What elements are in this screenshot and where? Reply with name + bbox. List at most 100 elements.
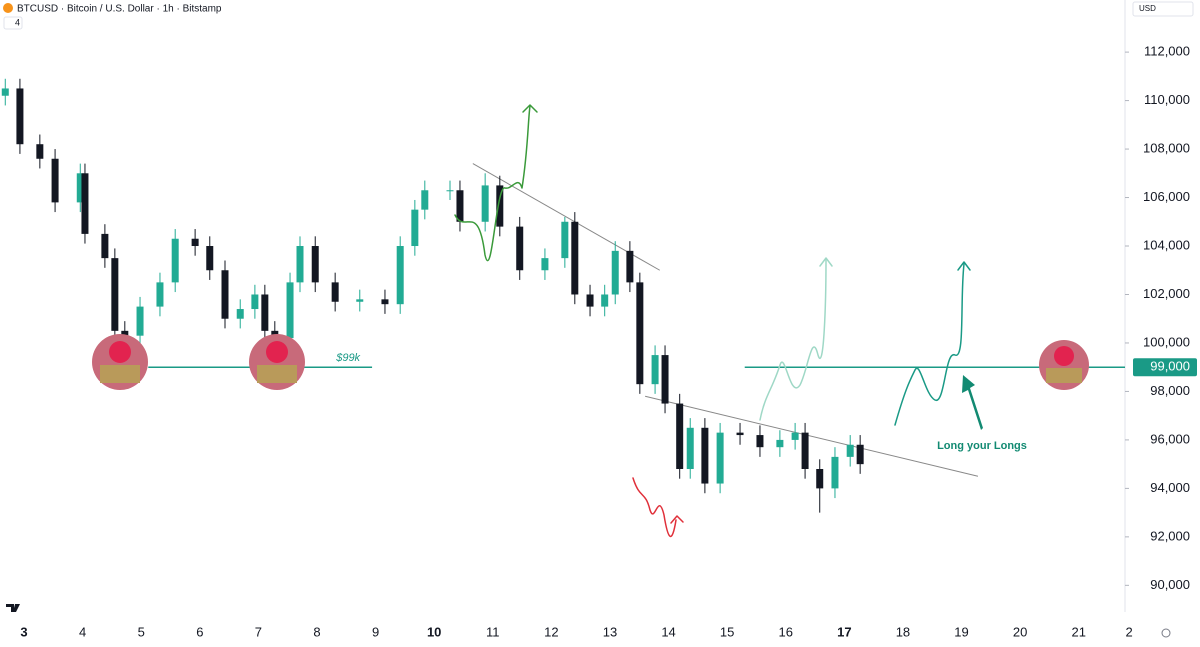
candle-body [686,427,694,469]
x-tick-label: 6 [196,624,203,639]
y-tick-label: 110,000 [1144,92,1190,107]
candle-body [636,282,644,385]
arrow-head [670,515,684,524]
y-tick-label: 90,000 [1150,577,1190,592]
candle-body [446,190,454,192]
price-tag [1133,358,1197,377]
candle-body [1,88,9,96]
candle-body [846,444,854,457]
x-tick-label: 10 [427,624,441,639]
x-tick-label: 16 [779,624,793,639]
indicator-count[interactable]: 4 [15,17,20,27]
arrow-head [957,261,971,271]
candle-body [76,173,84,203]
candle-body [101,233,109,259]
x-tick-label: 14 [661,624,675,639]
x-tick-label: 21 [1071,624,1085,639]
badge-center [109,341,131,363]
y-tick-label: 108,000 [1143,140,1190,155]
chart-title: BTCUSD · Bitcoin / U.S. Dollar · 1h · Bi… [17,4,222,15]
candle-body [626,250,634,283]
x-tick-label: 2 [1125,624,1132,639]
x-tick-label: 3 [20,624,27,639]
candle-body [81,173,89,234]
arrow-head [819,257,833,267]
candle-body [701,427,709,484]
price-tag-label: 99,000 [1150,359,1190,374]
candle-body [296,246,304,283]
y-tick-label: 106,000 [1143,189,1190,204]
candle-body [611,250,619,295]
candle-body [121,330,129,336]
y-tick-label: 92,000 [1150,528,1190,543]
candle-body [661,355,669,404]
note: Long your Longs [937,440,1027,452]
candle-body [36,144,44,159]
candle-body [206,246,214,271]
trendline [645,395,979,477]
x-tick-label: 13 [603,624,617,639]
candle-body [561,221,569,259]
candle-body [736,432,744,436]
currency-box[interactable] [1132,1,1194,17]
y-tick-label: 112,000 [1144,44,1190,59]
x-tick-label: 7 [255,624,262,639]
candle-body [51,158,59,203]
candle-body [191,238,199,247]
light-projection [759,259,827,421]
badge-center [266,341,288,363]
candle-body [421,190,429,210]
teal-projection [894,263,965,426]
candle-body [411,209,419,247]
y-tick-label: 96,000 [1150,431,1190,446]
candle-body [171,238,179,283]
x-tick-label: 17 [837,624,851,639]
candle-body [16,88,24,145]
badge-detail [100,365,140,383]
settings-icon[interactable] [1161,628,1171,638]
candle-body [261,294,269,331]
candle-body [571,221,579,295]
badge-detail [257,365,297,383]
badge-detail [1046,368,1082,383]
y-tick-label: 104,000 [1143,237,1190,252]
y-tick-label: 102,000 [1143,286,1190,301]
badges [92,334,1089,390]
candle-body [456,190,464,222]
candle-body [221,270,229,319]
y-tick-label: 94,000 [1150,480,1190,495]
candle-body [816,468,824,489]
red-projection [632,477,677,537]
x-tick-label: 19 [954,624,968,639]
candle-body [286,282,294,339]
candle-body [136,306,144,336]
candle-body [516,226,524,271]
candle-body [251,294,259,310]
x-tick-label: 18 [896,624,910,639]
candle-body [541,258,549,271]
candle-body [831,456,839,489]
candle-body [586,294,594,307]
x-tick-label: 9 [372,624,379,639]
logo-mark [6,604,20,612]
candle-body [651,355,659,385]
candle-body [791,432,799,440]
candle-body [311,246,319,283]
coin-icon [3,3,13,13]
candle-body [756,435,764,448]
x-tick-label: 12 [544,624,558,639]
currency[interactable]: USD [1139,4,1156,13]
candle-body [156,282,164,307]
candle-body [111,258,119,331]
drawings [454,104,971,537]
callout-arrow [962,375,983,430]
candle-body [396,246,404,305]
arrow-head [522,104,538,113]
x-tick-label: 11 [486,624,500,639]
y-tick-label: 100,000 [1143,334,1190,349]
badge-center [1054,346,1074,366]
candle-body [356,299,364,302]
indicator-box[interactable] [3,16,23,30]
